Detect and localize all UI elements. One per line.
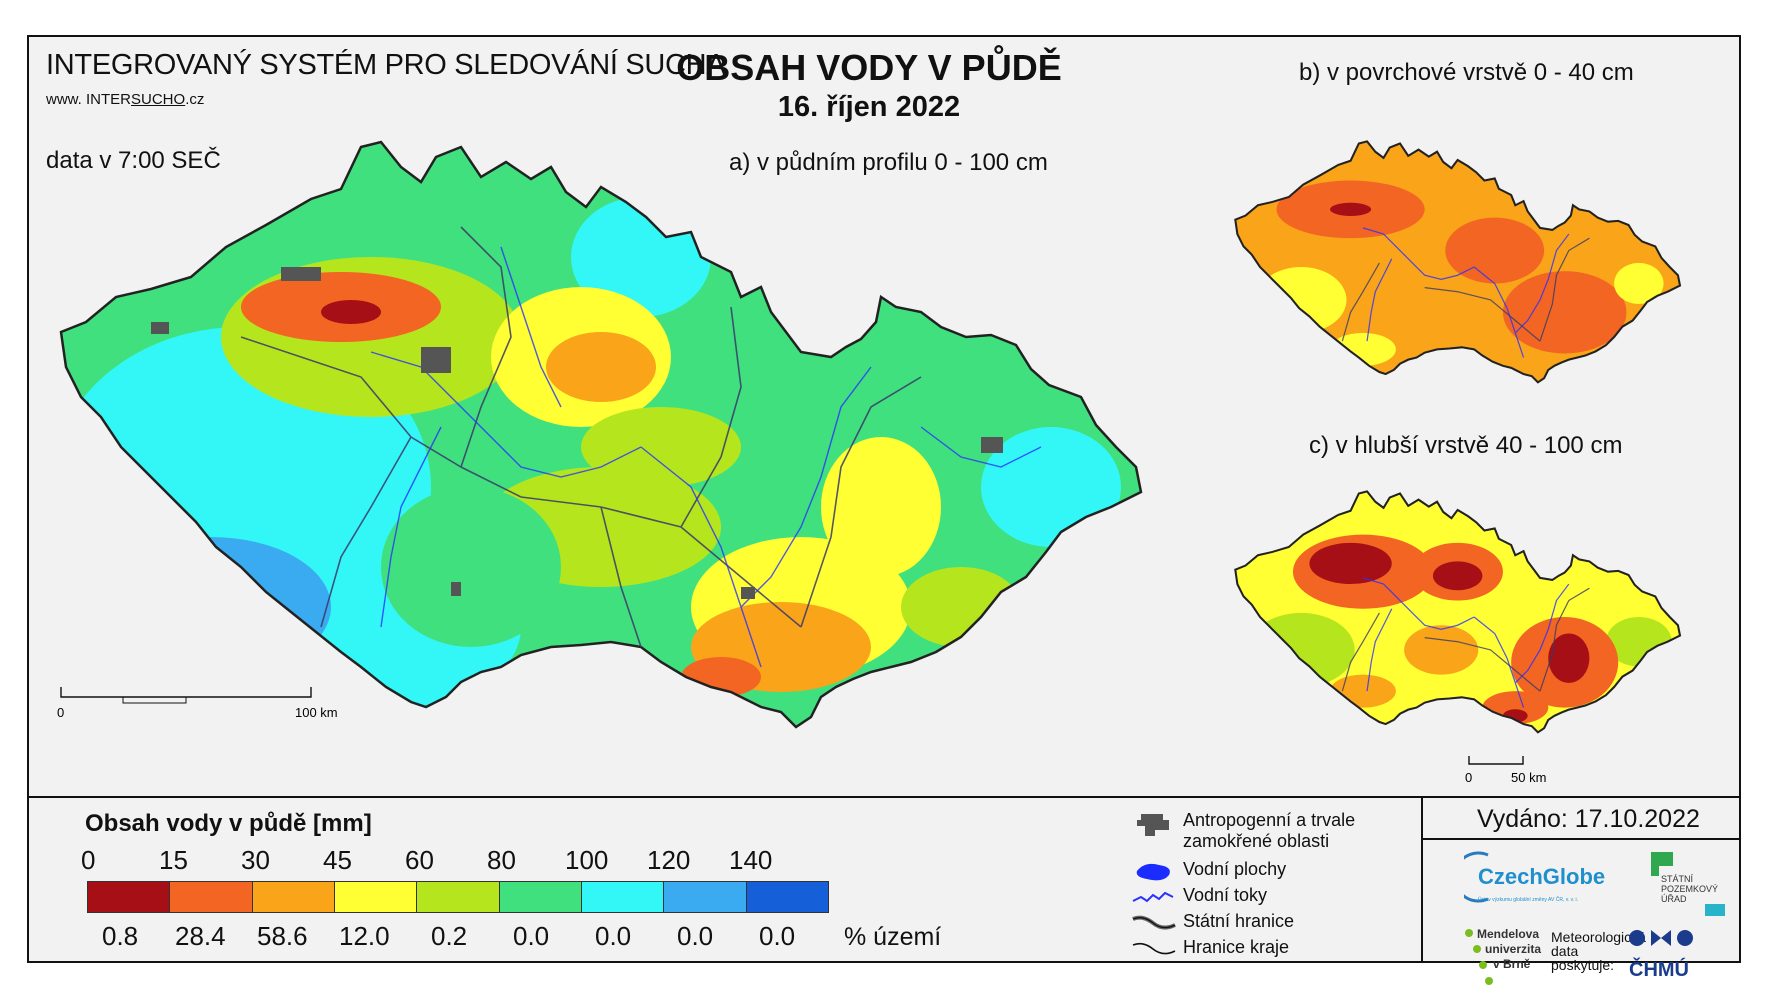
chmu-logo[interactable]: ČHMÚ <box>1627 926 1717 991</box>
legend-swatch <box>170 882 253 912</box>
legend-water-bodies: Vodní plochy <box>1129 859 1286 885</box>
map-c-title: c) v hlubší vrstvě 40 - 100 cm <box>1309 432 1623 459</box>
water-bodies-label: Vodní plochy <box>1183 859 1287 879</box>
info-divider <box>1421 796 1423 963</box>
legend-swatch <box>88 882 171 912</box>
water-body-icon <box>1136 863 1170 881</box>
map-a-title: a) v půdním profilu 0 - 100 cm <box>729 149 1048 176</box>
legend-percent: 0.0 <box>677 921 714 951</box>
spu-line-2: POZEMKOVÝ <box>1661 884 1718 894</box>
czechglobe-logo[interactable]: CzechGlobe Ústav výzkumu globální změny … <box>1452 847 1624 912</box>
legend-swatch <box>417 882 500 912</box>
legend-break: 140 <box>729 845 773 875</box>
legend-percentages: 0.8 28.4 58.6 12.0 0.2 0.0 0.0 0.0 0.0 <box>87 921 847 951</box>
legend-swatch <box>664 882 747 912</box>
chmu-name: ČHMÚ <box>1629 957 1689 981</box>
streams-label: Vodní toky <box>1183 885 1268 905</box>
map-panel: INTEGROVANÝ SYSTÉM PRO SLEDOVÁNÍ SUCHA w… <box>29 37 1739 798</box>
legend-title: Obsah vody v půdě [mm] <box>85 810 372 837</box>
legend-break: 15 <box>159 845 188 875</box>
legend-break: 100 <box>565 845 609 875</box>
spu-line-3: ÚŘAD <box>1661 894 1687 904</box>
scale-end: 100 km <box>295 705 338 720</box>
website-link[interactable]: www. INTERSUCHO.cz <box>46 91 204 108</box>
issued-underline <box>1423 838 1739 840</box>
website-highlight: SUCHO <box>131 91 186 108</box>
legend-region-border: Hranice kraje <box>1129 937 1289 963</box>
legend-break: 45 <box>323 845 352 875</box>
map-a-scale-bar: 0 100 km <box>57 687 338 720</box>
map-b-surface-layer <box>1234 140 1682 384</box>
legend-swatch <box>252 882 335 912</box>
czechglobe-subtitle: Ústav výzkumu globální změny AV ČR, v. v… <box>1478 896 1578 903</box>
region-border-label: Hranice kraje <box>1183 937 1290 957</box>
legend-swatch <box>746 882 828 912</box>
chmu-caption-line-3: poskytuje: <box>1551 957 1615 973</box>
anthropogenic-label: Antropogenní a trvale zamokřené oblasti <box>1183 810 1356 851</box>
legend-breaks: 0 15 30 45 60 80 100 120 140 <box>81 845 847 875</box>
legend-streams: Vodní toky <box>1129 885 1267 911</box>
legend-anthropogenic: Antropogenní a trvale zamokřené oblasti <box>1129 810 1363 852</box>
mendelu-logo[interactable]: Mendelova univerzita v Brně <box>1463 927 1548 996</box>
map-frame: INTEGROVANÝ SYSTÉM PRO SLEDOVÁNÍ SUCHA w… <box>27 35 1741 985</box>
mendelu-mark-icon: Mendelova univerzita v Brně <box>1465 927 1541 985</box>
chmu-caption-line-1: Meteorologická <box>1551 929 1646 945</box>
legend-percent: 0.0 <box>759 921 796 951</box>
map-title: OBSAH VODY V PŮDĚ <box>676 47 1062 88</box>
legend-percent: 0.8 <box>102 921 139 951</box>
spu-line-1: STÁTNÍ <box>1661 874 1694 884</box>
issued-date: Vydáno: 17.10.2022 <box>1477 805 1700 833</box>
mendelu-line-1: Mendelova <box>1477 927 1539 941</box>
legend-swatch <box>334 882 418 912</box>
legend-swatch <box>581 882 665 912</box>
small-scale-start: 0 <box>1465 770 1472 785</box>
spu-mark-icon: STÁTNÍ POZEMKOVÝ ÚŘAD <box>1651 852 1725 916</box>
state-border-icon <box>1132 915 1176 930</box>
map-a-soil-profile: 0 100 km <box>57 140 1143 729</box>
legend-percent: 12.0 <box>339 921 390 951</box>
legend-state-border: Státní hranice <box>1129 911 1294 937</box>
system-title: INTEGROVANÝ SYSTÉM PRO SLEDOVÁNÍ SUCHA <box>46 49 726 81</box>
legend-percent: 0.0 <box>513 921 550 951</box>
mendelu-line-3: v Brně <box>1493 957 1531 971</box>
website-prefix: www. INTER <box>46 91 132 108</box>
small-scale-end: 50 km <box>1511 770 1546 785</box>
region-border-icon <box>1132 942 1176 955</box>
legend-break: 0 <box>81 845 96 875</box>
legend-percent: 58.6 <box>257 921 308 951</box>
legend-swatch <box>499 882 582 912</box>
legend-break: 80 <box>487 845 516 875</box>
map-small-scale-bar: 0 50 km <box>1465 756 1546 785</box>
map-b-title: b) v povrchové vrstvě 0 - 40 cm <box>1299 59 1634 86</box>
stream-icon <box>1132 891 1174 903</box>
chmu-caption-line-2: data <box>1551 943 1579 959</box>
czechglobe-mark-icon: CzechGlobe Ústav výzkumu globální změny … <box>1452 851 1605 903</box>
state-border-label: Státní hranice <box>1183 911 1295 931</box>
legend-color-bar <box>87 881 829 913</box>
chmu-caption: Meteorologická data poskytuje: <box>1551 930 1646 972</box>
legend-percent: 0.2 <box>431 921 468 951</box>
czechglobe-name: CzechGlobe <box>1478 864 1605 889</box>
spu-logo[interactable]: STÁTNÍ POZEMKOVÝ ÚŘAD <box>1651 852 1731 927</box>
website-suffix: .cz <box>185 91 205 108</box>
legend-break: 120 <box>647 845 691 875</box>
anthropogenic-area-icon <box>1137 814 1169 836</box>
data-time-label: data v 7:00 SEČ <box>46 147 221 174</box>
legend-break: 60 <box>405 845 434 875</box>
mendelu-line-2: univerzita <box>1485 942 1541 956</box>
legend-percent: 0.0 <box>595 921 632 951</box>
map-c-deeper-layer <box>1234 490 1682 734</box>
map-date: 16. říjen 2022 <box>777 91 961 123</box>
scale-start: 0 <box>57 705 64 720</box>
legend-percent: 28.4 <box>175 921 226 951</box>
legend-break: 30 <box>241 845 270 875</box>
chmu-mark-icon: ČHMÚ <box>1629 930 1693 981</box>
legend-percent-unit: % území <box>844 923 942 951</box>
